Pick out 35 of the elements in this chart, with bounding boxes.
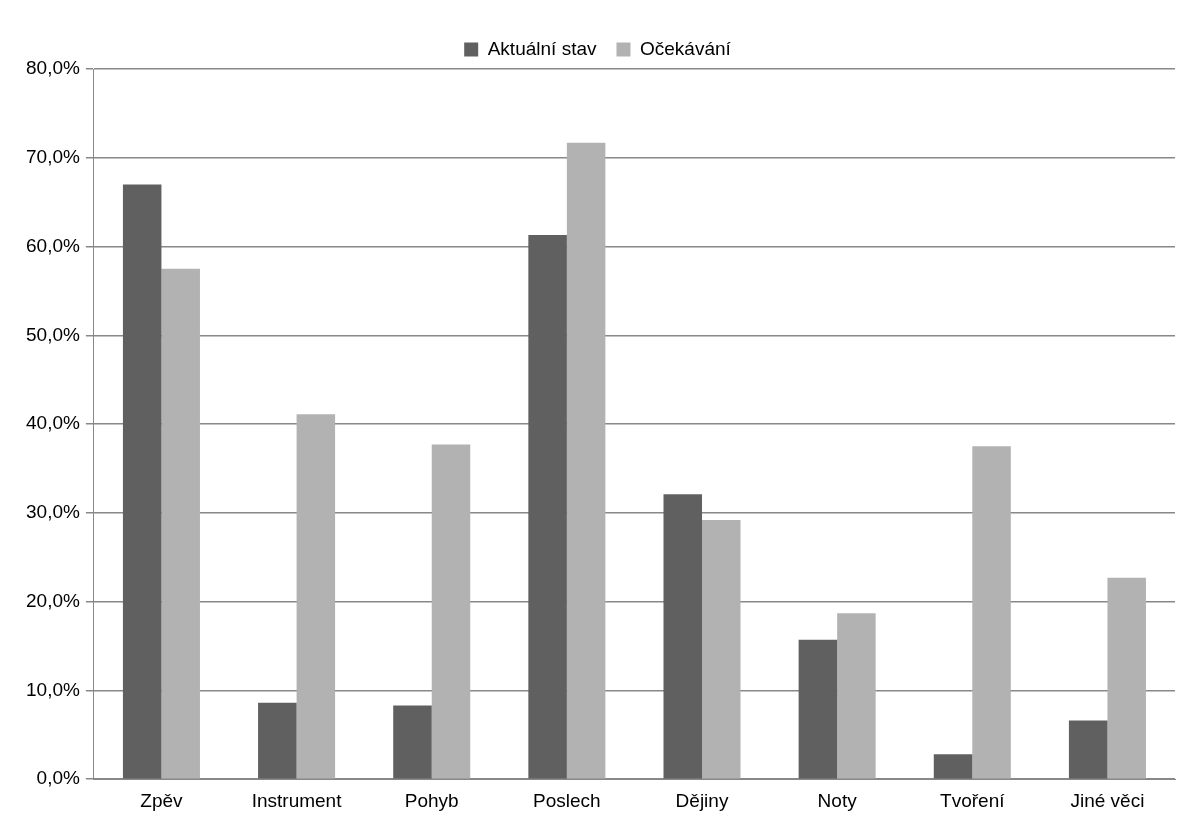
x-tick-label: Zpěv <box>140 789 184 811</box>
bar <box>837 613 876 779</box>
x-tick-label: Jiné věci <box>1070 789 1145 811</box>
legend-label: Očekávání <box>639 37 732 59</box>
y-tick-label: 30,0% <box>26 501 80 523</box>
bar <box>528 235 567 779</box>
y-tick-label: 0,0% <box>36 767 80 789</box>
bar <box>393 705 432 779</box>
bar <box>663 494 703 779</box>
x-tick-label: Dějiny <box>675 789 729 811</box>
y-tick-label: 50,0% <box>26 323 80 345</box>
y-tick-label: 60,0% <box>26 234 80 256</box>
bar <box>122 184 162 779</box>
bar <box>798 639 838 779</box>
legend-label: Aktuální stav <box>487 37 597 59</box>
y-tick-label: 40,0% <box>26 412 80 434</box>
x-tick-label: Pohyb <box>404 789 459 811</box>
y-tick-label: 70,0% <box>26 146 80 168</box>
x-tick-label: Tvoření <box>940 789 1006 811</box>
bar <box>702 519 741 779</box>
bar <box>296 414 336 779</box>
bar <box>1068 720 1108 779</box>
bar <box>431 444 471 779</box>
bar <box>1107 577 1146 779</box>
bar <box>566 142 606 779</box>
y-tick-label: 10,0% <box>26 678 80 700</box>
y-tick-label: 20,0% <box>26 589 80 611</box>
bar <box>161 268 200 779</box>
x-tick-label: Noty <box>817 789 858 811</box>
bar <box>933 754 973 779</box>
x-tick-label: Instrument <box>251 789 343 811</box>
y-tick-label: 80,0% <box>26 57 80 79</box>
bar <box>258 702 297 779</box>
x-tick-label: Poslech <box>533 789 601 811</box>
bar <box>972 446 1011 779</box>
